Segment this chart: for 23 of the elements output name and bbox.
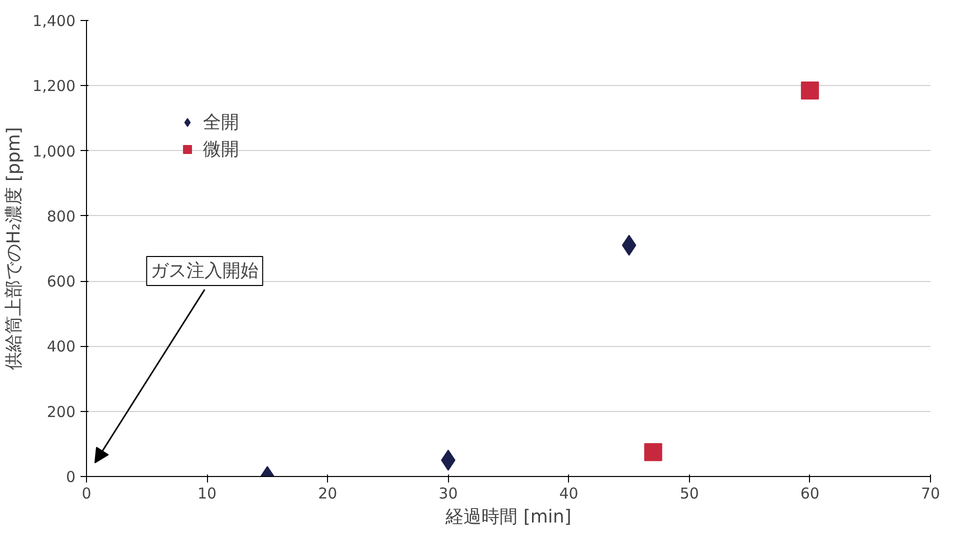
y-tick-label: 200: [46, 402, 76, 421]
y-tick-label: 600: [46, 272, 76, 291]
x-tick-label: 60: [800, 484, 820, 502]
x-tick-label: 70: [920, 484, 940, 502]
x-tick-label: 30: [438, 484, 458, 502]
x-tick-label: 10: [198, 484, 217, 502]
x-tick-label: 50: [680, 484, 699, 502]
x-tick-label: 20: [318, 484, 338, 502]
y-tick-label: 800: [46, 207, 76, 226]
y-tick-label: 0: [66, 468, 76, 486]
y-axis-title: 供給筒上部でのH₂濃度 [ppm]: [4, 127, 25, 370]
point: [644, 443, 662, 462]
legend-label: 微開: [203, 138, 239, 161]
y-tick-label: 1,200: [32, 77, 76, 96]
point: [800, 82, 819, 100]
x-axis-title: 経過時間 [min]: [444, 506, 572, 528]
y-tick-label: 1,000: [32, 142, 76, 160]
y-tick-label: 400: [46, 338, 76, 356]
legend-label: 全開: [203, 111, 239, 134]
x-tick-label: 0: [82, 484, 92, 502]
y-tick-label: 1,400: [32, 12, 76, 30]
x-tick-label: 40: [559, 484, 578, 502]
annotation: ガス注入開始: [150, 260, 259, 282]
